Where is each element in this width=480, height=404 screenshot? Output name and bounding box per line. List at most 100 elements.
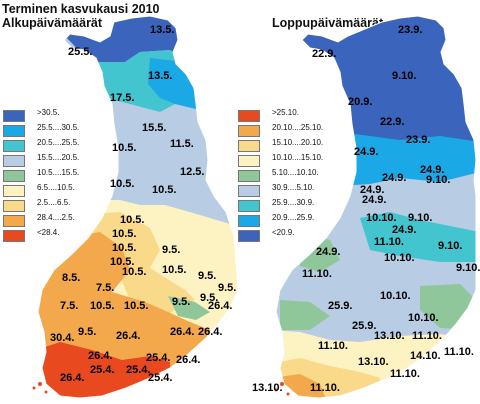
end-date-label: 25.9. <box>352 320 377 332</box>
end-date-label: 24.9. <box>392 224 417 236</box>
legend-swatch <box>3 170 25 182</box>
start-date-label: 9.5. <box>198 270 217 282</box>
legend-label: 10.10....15.10. <box>272 153 324 162</box>
end-date-label: 22.9. <box>380 116 405 128</box>
end-date-label: 24.9. <box>420 164 445 176</box>
start-date-label: 10.5. <box>110 178 135 190</box>
legend-label: 15.10....20.10. <box>272 138 324 147</box>
end-date-label: 13.10. <box>358 356 389 368</box>
legend-label: 20.10....25.10. <box>272 123 324 132</box>
start-date-label: 26.4. <box>208 300 233 312</box>
end-date-label: 9.10. <box>438 240 463 252</box>
start-date-label: 26.4. <box>198 326 223 338</box>
start-date-label: 10.5. <box>112 142 137 154</box>
end-date-label: 24.9. <box>382 172 407 184</box>
legend-swatch <box>3 155 25 167</box>
legend-swatch <box>238 215 260 227</box>
end-date-label: 23.9. <box>398 24 423 36</box>
start-date-label: 7.5. <box>96 282 115 294</box>
start-date-label: 10.5. <box>90 300 115 312</box>
legend-swatch <box>238 230 260 242</box>
start-date-label: 10.5. <box>122 266 147 278</box>
end-date-label: 25.9. <box>328 300 353 312</box>
start-date-label: 10.5. <box>124 300 149 312</box>
left-map-subtitle: Alkupäivämäärät <box>2 16 103 30</box>
end-date-label: 11.10. <box>310 382 340 394</box>
end-date-label: 9.10. <box>456 262 480 274</box>
start-date-label: 9.5. <box>78 326 97 338</box>
legend-swatch <box>3 215 25 227</box>
end-date-label: 23.9. <box>406 134 431 146</box>
legend-swatch <box>3 140 25 152</box>
legend-swatch <box>3 125 25 137</box>
end-date-label: 9.10. <box>426 174 451 186</box>
legend-label: 15.5....20.5. <box>37 153 80 162</box>
start-date-label: 7.5. <box>60 300 79 312</box>
legend-label: >30.5. <box>37 108 60 117</box>
end-date-label: 10.10. <box>366 212 397 224</box>
start-date-label: 25.4. <box>90 364 115 376</box>
start-date-label: 10.5. <box>152 184 177 196</box>
legend-swatch <box>238 185 260 197</box>
start-date-label: 26.4. <box>88 350 113 362</box>
end-date-label: 24.9. <box>362 194 387 206</box>
legend-swatch <box>3 200 25 212</box>
start-date-label: 9.5. <box>218 282 237 294</box>
legend-label: 28.4....2.5. <box>37 213 75 222</box>
legend-swatch <box>238 200 260 212</box>
legend-label: 20.9....25.9. <box>272 213 315 222</box>
start-date-label: 26.4. <box>116 330 141 342</box>
start-date-label: 25.4. <box>148 372 173 384</box>
start-date-label: 9.5. <box>162 244 181 256</box>
start-date-label: 10.5. <box>112 228 137 240</box>
start-date-label: 10.5. <box>162 264 187 276</box>
start-date-label: 25.4. <box>146 352 171 364</box>
end-date-label: 13.10. <box>252 382 283 394</box>
legend-label: >25.10. <box>272 108 299 117</box>
start-date-label: 25.5. <box>68 46 93 58</box>
legend-label: <28.4. <box>37 228 60 237</box>
start-date-label: 13.5. <box>150 24 175 36</box>
start-date-label: 11.5. <box>170 138 194 150</box>
legend-label: 30.9....5.10. <box>272 183 315 192</box>
start-date-label: 25.4. <box>126 364 151 376</box>
map-title: Terminen kasvukausi 2010 <box>2 2 160 16</box>
start-date-label: 9.5. <box>172 296 191 308</box>
legend-swatch <box>3 230 25 242</box>
start-date-label: 26.4. <box>176 354 201 366</box>
legend-label: <20.9. <box>272 228 295 237</box>
start-date-label: 10.5. <box>112 242 137 254</box>
end-date-label: 9.10. <box>408 212 433 224</box>
start-date-label: 15.5. <box>142 122 167 134</box>
end-date-label: 11.10. <box>444 346 474 358</box>
start-date-label: 13.5. <box>148 70 173 82</box>
end-date-label: 10.10. <box>408 312 439 324</box>
end-date-label: 11.10. <box>374 236 404 248</box>
start-date-label: 12.5. <box>180 166 205 178</box>
start-date-label: 26.4. <box>60 372 85 384</box>
end-date-label: 20.9. <box>348 96 373 108</box>
end-date-label: 11.10. <box>318 340 348 352</box>
start-date-label: 26.4. <box>170 326 195 338</box>
start-date-label: 10.5. <box>110 256 135 268</box>
legend-swatch <box>238 170 260 182</box>
start-date-label: 9.5. <box>200 292 219 304</box>
legend-label: 10.5....15.5. <box>37 168 80 177</box>
start-date-label: 8.5. <box>62 272 81 284</box>
end-date-label: 11.10. <box>412 330 442 342</box>
start-date-label: 30.4. <box>50 332 75 344</box>
legend-swatch <box>238 155 260 167</box>
legend-label: 25.9....30.9. <box>272 198 315 207</box>
legend-label: 6.5....10.5. <box>37 183 75 192</box>
start-date-label: 10.5. <box>120 214 145 226</box>
end-date-label: 24.9. <box>316 246 341 258</box>
legend-label: 25.5....30.5. <box>37 123 80 132</box>
end-date-label: 14.10. <box>410 350 441 362</box>
legend-label: 5.10....10.10. <box>272 168 319 177</box>
end-date-label: 9.10. <box>392 70 417 82</box>
legend-swatch <box>3 185 25 197</box>
end-date-label: 22.9. <box>312 48 337 60</box>
right-map-subtitle: Loppupäivämäärät <box>272 16 384 30</box>
